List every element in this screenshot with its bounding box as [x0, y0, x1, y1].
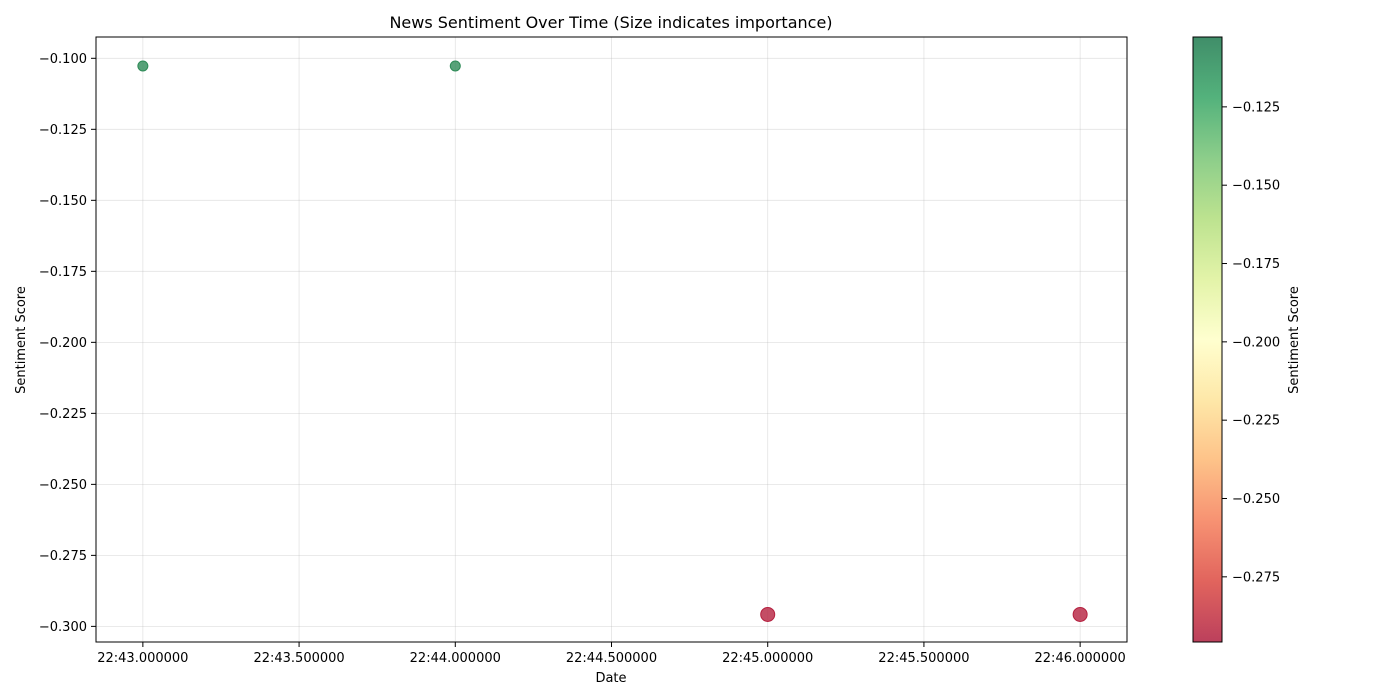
x-tick-label: 22:45.500000	[878, 651, 969, 666]
colorbar-label: Sentiment Score	[1287, 286, 1302, 394]
y-axis-label: Sentiment Score	[14, 286, 29, 394]
colorbar-tick-label: −0.225	[1232, 414, 1280, 429]
y-tick-label: −0.175	[39, 265, 87, 280]
colorbar-tick-label: −0.150	[1232, 179, 1280, 194]
colorbar-tick-label: −0.125	[1232, 100, 1280, 115]
points-layer	[137, 60, 1088, 622]
y-tick-label: −0.200	[39, 336, 87, 351]
x-ticks: 22:43.000000 22:43.500000 22:44.000000 22:4…	[97, 642, 1126, 666]
x-axis-label: Date	[595, 671, 626, 686]
scatter-point	[137, 60, 149, 72]
colorbar-tick-label: −0.275	[1232, 570, 1280, 585]
grid-layer	[96, 37, 1127, 642]
scatter-point	[760, 606, 776, 622]
x-tick-label: 22:43.500000	[253, 651, 344, 666]
colorbar-tick-label: −0.175	[1232, 257, 1280, 272]
y-tick-label: −0.250	[39, 478, 87, 493]
x-tick-label: 22:44.000000	[410, 651, 501, 666]
colorbar-ticks: −0.125 −0.150 −0.175 −0.200 −0.225 −0.250 −0.2…	[1222, 100, 1280, 585]
x-tick-label: 22:44.500000	[566, 651, 657, 666]
chart-title: News Sentiment Over Time (Size indicates…	[389, 13, 832, 32]
colorbar-tick-label: −0.200	[1232, 335, 1280, 350]
y-tick-label: −0.300	[39, 620, 87, 635]
y-tick-label: −0.225	[39, 407, 87, 422]
x-tick-label: 22:46.000000	[1035, 651, 1126, 666]
scatter-point	[449, 60, 461, 72]
colorbar-tick-label: −0.250	[1232, 492, 1280, 507]
scatter-point	[1072, 606, 1088, 622]
y-tick-label: −0.275	[39, 549, 87, 564]
x-tick-label: 22:45.000000	[722, 651, 813, 666]
y-ticks: −0.100 −0.125 −0.150 −0.175 −0.200 −0.225 −0.2…	[39, 52, 96, 635]
y-tick-label: −0.100	[39, 52, 87, 67]
y-tick-label: −0.150	[39, 194, 87, 209]
x-tick-label: 22:43.000000	[97, 651, 188, 666]
colorbar	[1192, 36, 1223, 643]
y-tick-label: −0.125	[39, 123, 87, 138]
